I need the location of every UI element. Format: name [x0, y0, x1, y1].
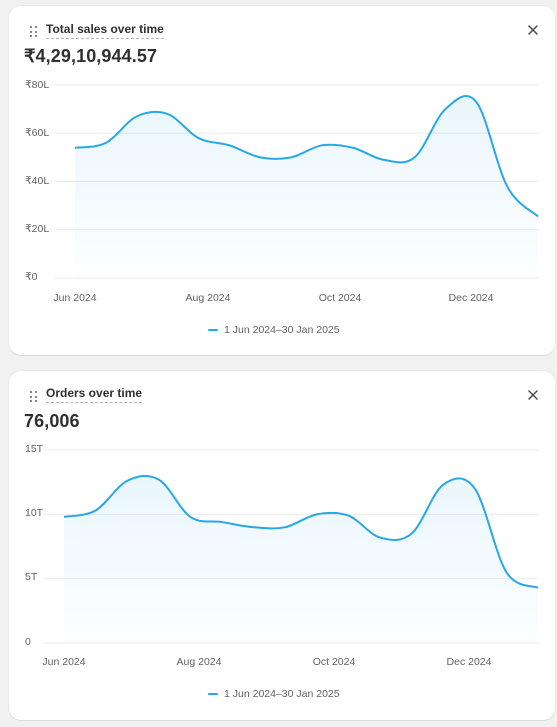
drag-handle-icon[interactable]: [29, 26, 39, 38]
y-tick-label: 15T: [25, 443, 44, 455]
y-tick-label: 5T: [25, 571, 38, 583]
x-tick-label: Oct 2024: [318, 292, 362, 304]
series-area: [64, 475, 538, 643]
y-tick-label: ₹40L: [25, 175, 50, 187]
series-area: [75, 95, 538, 278]
metric-value: 76,006: [24, 411, 80, 431]
legend-swatch: [208, 329, 218, 331]
x-tick-label: Oct 2024: [312, 656, 356, 668]
close-icon[interactable]: [527, 24, 539, 36]
chart-legend[interactable]: 1 Jun 2024–30 Jan 2025: [208, 324, 340, 336]
series-line: [63, 475, 539, 589]
x-tick-label: Dec 2024: [448, 292, 494, 304]
orders-card: Orders over time 76,006 15T 10T 5T 0 Jun…: [9, 371, 555, 720]
metric-value: ₹4,29,10,944.57: [24, 46, 158, 66]
drag-handle-icon[interactable]: [29, 391, 39, 403]
orders-chart: [43, 449, 539, 644]
legend-label: 1 Jun 2024–30 Jan 2025: [224, 688, 340, 700]
y-tick-label: ₹0: [25, 271, 38, 283]
sales-chart: [55, 84, 539, 279]
y-tick-label: ₹60L: [25, 127, 50, 139]
y-tick-label: 10T: [25, 507, 44, 519]
legend-label: 1 Jun 2024–30 Jan 2025: [224, 324, 340, 336]
x-tick-label: Jun 2024: [42, 656, 86, 668]
x-tick-label: Dec 2024: [446, 656, 492, 668]
y-tick-label: ₹20L: [25, 223, 50, 235]
legend-swatch: [208, 693, 218, 695]
chart-legend[interactable]: 1 Jun 2024–30 Jan 2025: [208, 688, 340, 700]
x-tick-label: Jun 2024: [53, 292, 97, 304]
x-tick-label: Aug 2024: [176, 656, 222, 668]
total-sales-card: Total sales over time ₹4,29,10,944.57 ₹8…: [9, 6, 555, 355]
card-title[interactable]: Orders over time: [46, 386, 143, 403]
x-tick-label: Aug 2024: [185, 292, 231, 304]
series-line: [74, 95, 539, 218]
close-icon[interactable]: [527, 389, 539, 401]
y-tick-label: 0: [25, 636, 31, 648]
card-title[interactable]: Total sales over time: [46, 22, 164, 39]
y-tick-label: ₹80L: [25, 79, 50, 91]
